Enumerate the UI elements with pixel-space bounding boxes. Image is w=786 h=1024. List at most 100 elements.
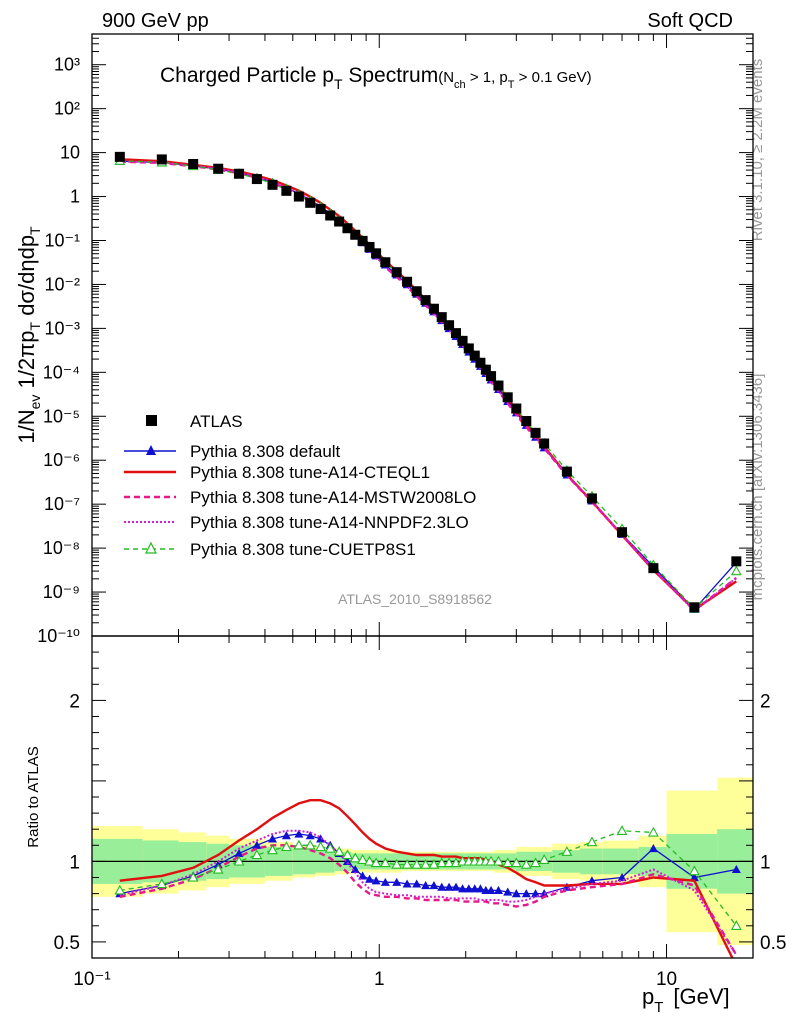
watermark: ATLAS_2010_S8918562 <box>338 591 492 607</box>
data-point-atlas <box>521 416 532 427</box>
ratio-line-cteql1 <box>119 799 734 958</box>
ratio-point-default <box>587 876 597 885</box>
legend-cuetp8s1-marker <box>145 541 157 554</box>
legend: ATLAS Pythia 8.308 default Pythia 8.308 … <box>124 412 476 559</box>
mcplots-label: mcplots.cern.ch [arXiv:1306.3436] <box>749 374 766 601</box>
chart-title: Charged Particle pT Spectrum(Nch > 1, pT… <box>160 64 592 92</box>
ratio-point-cuetp8s1 <box>349 852 361 863</box>
data-point-atlas <box>511 403 522 414</box>
x-tick-label: 10⁻¹ <box>73 969 111 990</box>
data-point-atlas <box>502 392 513 403</box>
ratio-point-default <box>437 882 447 891</box>
data-point-atlas <box>402 276 413 287</box>
ratio-point-cuetp8s1 <box>647 826 659 837</box>
ratio-point-default <box>503 887 513 896</box>
data-point-atlas <box>480 364 491 375</box>
y-tick-label-top: 10⁻³ <box>44 318 80 338</box>
data-point-atlas <box>648 563 659 574</box>
data-point-atlas <box>444 320 455 331</box>
data-point-atlas <box>281 185 292 196</box>
series-point-cuetp8s1 <box>730 565 742 576</box>
ratio-point-cuetp8s1 <box>251 849 263 860</box>
data-point-atlas <box>469 350 480 361</box>
ratio-point-default <box>358 871 368 880</box>
legend-atlas-label: ATLAS <box>190 412 243 431</box>
x-tick-label: 10 <box>656 969 677 990</box>
legend-nnpdf: Pythia 8.308 tune-A14-NNPDF2.3LO <box>124 513 469 532</box>
data-point-atlas <box>617 527 628 538</box>
ratio-point-cuetp8s1 <box>379 857 391 868</box>
y-tick-label-top: 10⁻⁹ <box>43 582 80 602</box>
ratio-point-default <box>342 856 352 865</box>
data-point-atlas <box>731 556 742 567</box>
ratio-point-cuetp8s1 <box>510 857 522 868</box>
ratio-point-cuetp8s1 <box>391 858 403 869</box>
y-axis-label-ratio: Ratio to ATLAS <box>25 746 42 847</box>
data-point-atlas <box>475 357 486 368</box>
ratio-point-cuetp8s1 <box>342 849 353 860</box>
ratio-point-cuetp8s1 <box>502 857 514 868</box>
ratio-point-default <box>316 834 326 843</box>
ratio-point-default <box>444 882 454 891</box>
data-point-atlas <box>586 493 597 504</box>
data-point-atlas <box>350 229 361 240</box>
data-point-atlas <box>493 380 504 391</box>
ratio-point-cuetp8s1 <box>370 857 382 868</box>
ratio-frame <box>91 635 754 959</box>
ratio-point-default <box>451 882 461 891</box>
legend-default: Pythia 8.308 default <box>124 442 341 461</box>
ratio-point-cuetp8s1 <box>485 855 497 866</box>
ratio-point-cuetp8s1 <box>187 871 199 882</box>
ratio-point-cuetp8s1 <box>436 857 448 868</box>
y-tick-label-top: 10⁻⁸ <box>43 538 80 558</box>
y-tick-label-ratio-right: 2 <box>760 691 771 712</box>
data-point-atlas <box>357 235 368 246</box>
ratio-point-default <box>305 831 315 840</box>
ratio-point-cuetp8s1 <box>212 863 224 874</box>
ratio-point-cuetp8s1 <box>280 841 292 852</box>
ratio-point-cuetp8s1 <box>401 858 413 869</box>
ratio-point-cuetp8s1 <box>538 854 550 864</box>
y-tick-label-top: 10³ <box>54 55 80 75</box>
ratio-point-default <box>689 873 699 882</box>
ratio-point-cuetp8s1 <box>428 858 440 869</box>
ratio-point-default <box>493 885 503 894</box>
legend-default-marker <box>146 445 156 455</box>
ratio-point-cuetp8s1 <box>561 846 573 856</box>
ratio-point-cuetp8s1 <box>443 857 455 868</box>
data-point-atlas <box>188 159 199 170</box>
ratio-point-cuetp8s1 <box>156 878 168 889</box>
ratio-point-default <box>365 874 375 883</box>
data-point-atlas <box>293 191 304 202</box>
ratio-point-default <box>402 879 412 888</box>
data-point-atlas <box>486 371 497 382</box>
legend-atlas: ATLAS <box>146 412 243 431</box>
ratio-point-default <box>486 885 496 894</box>
data-point-atlas <box>457 335 468 346</box>
header-left: 900 GeV pp <box>102 10 209 32</box>
legend-nnpdf-label: Pythia 8.308 tune-A14-NNPDF2.3LO <box>190 513 469 532</box>
ratio-point-default <box>458 884 468 893</box>
data-point-atlas <box>380 257 391 268</box>
data-point-atlas <box>463 343 474 354</box>
ratio-point-cuetp8s1 <box>315 841 327 852</box>
ratio-point-cuetp8s1 <box>357 854 369 864</box>
data-point-atlas <box>364 242 375 253</box>
ratio-point-default <box>464 884 474 893</box>
ratio-point-cuetp8s1 <box>420 858 432 869</box>
data-point-atlas <box>213 163 224 174</box>
ratio-point-default <box>429 881 439 890</box>
header-right: Soft QCD <box>647 10 733 32</box>
y-axis-label-top: 1/Nev 1/2πpT dσ/dηdpT <box>14 226 43 444</box>
ratio-point-default <box>511 889 521 898</box>
y-tick-label-ratio: 2 <box>69 691 80 712</box>
data-point-atlas <box>234 168 245 179</box>
legend-mstw: Pythia 8.308 tune-A14-MSTW2008LO <box>124 488 476 507</box>
ratio-point-cuetp8s1 <box>520 858 532 869</box>
y-tick-label-top: 10⁻⁶ <box>43 450 80 470</box>
data-point-atlas <box>428 303 439 314</box>
ratio-point-default <box>648 844 658 853</box>
data-point-atlas <box>114 151 125 162</box>
legend-mstw-label: Pythia 8.308 tune-A14-MSTW2008LO <box>190 488 476 507</box>
